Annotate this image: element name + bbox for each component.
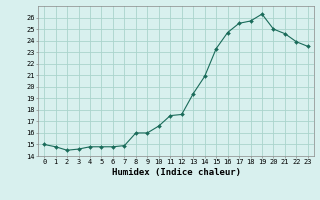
X-axis label: Humidex (Indice chaleur): Humidex (Indice chaleur)	[111, 168, 241, 177]
